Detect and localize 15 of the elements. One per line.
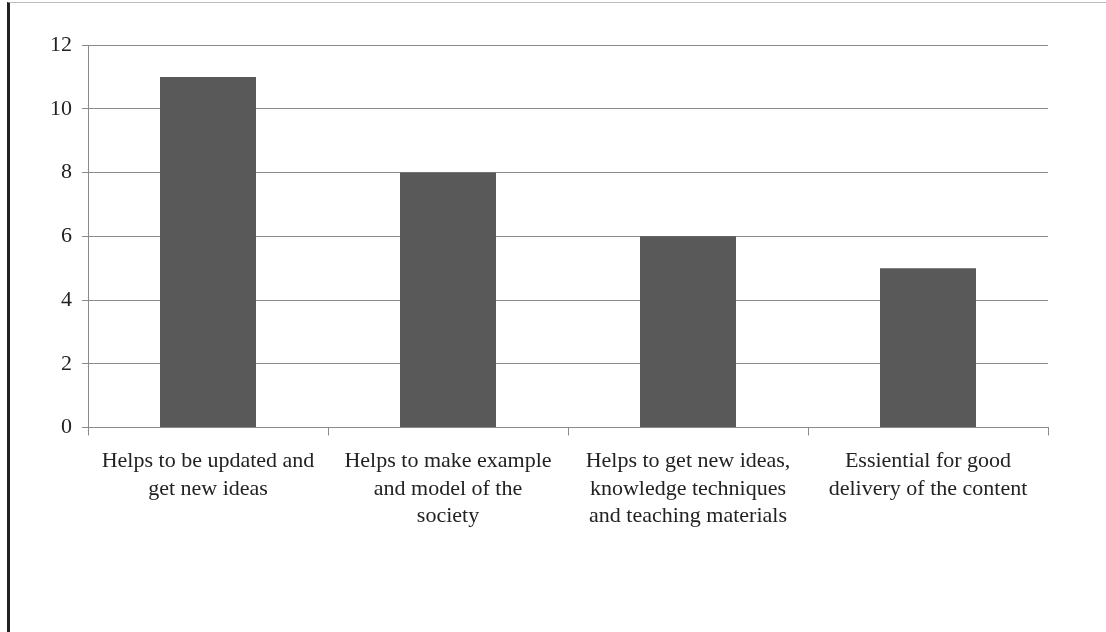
y-tick-label: 10 (50, 94, 72, 120)
bar (400, 172, 496, 427)
x-tick-label: Helps to get new ideas, knowledge techniques and teaching materials (585, 447, 791, 528)
y-tick-label: 12 (50, 30, 72, 56)
y-tick-label: 2 (61, 349, 72, 375)
bar (640, 236, 736, 427)
bar (880, 268, 976, 427)
y-tick-label: 8 (61, 158, 72, 184)
y-tick-label: 4 (61, 285, 72, 311)
x-tick-label: Helps to make example and model of the society (344, 447, 552, 528)
x-tick-label: Helps to be updated and get new ideas (101, 447, 315, 500)
y-tick-label: 0 (61, 413, 72, 439)
x-tick-label: Essiential for good delivery of the content (828, 447, 1028, 500)
bar (160, 76, 256, 427)
y-tick-label: 6 (61, 222, 72, 248)
